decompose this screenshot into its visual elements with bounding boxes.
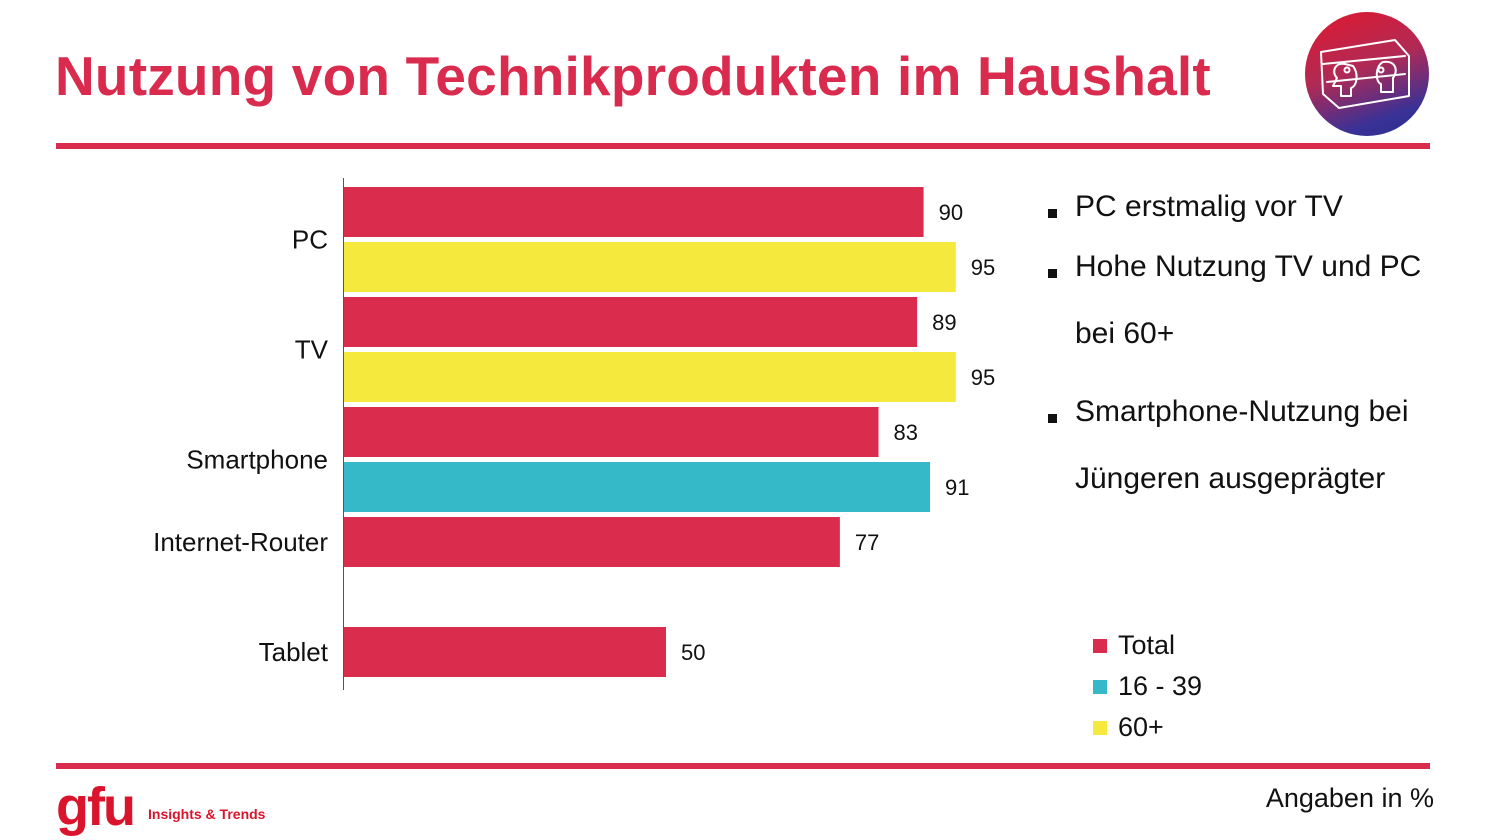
bullet-square-icon [1048, 414, 1057, 423]
legend-swatch-16-39 [1093, 680, 1107, 694]
bar-tablet-total [344, 627, 666, 677]
bars-layer [344, 187, 956, 677]
finding-item: Smartphone-Nutzung bei Jüngeren ausgeprä… [1045, 395, 1485, 496]
value-label-tablet-total: 50 [681, 640, 705, 665]
bar-pc-60 [344, 242, 956, 292]
finding-item: Hohe Nutzung TV und PC bei 60+ [1045, 250, 1485, 395]
category-label-internet-router: Internet-Router [153, 527, 328, 557]
bullet-square-icon [1048, 269, 1057, 278]
category-label-pc: PC [292, 225, 328, 255]
value-label-tv-total: 89 [932, 310, 956, 335]
brand-tagline: Insights & Trends [148, 806, 266, 822]
value-labels: 90 95 89 95 83 91 77 50 [681, 200, 995, 665]
bar-smartphone-total [344, 407, 879, 457]
key-findings: PC erstmalig vor TV Hohe Nutzung TV und … [1045, 190, 1485, 496]
finding-text: bei 60+ [1075, 317, 1175, 350]
finding-item: PC erstmalig vor TV [1045, 190, 1485, 250]
finding-text: PC erstmalig vor TV [1075, 190, 1343, 223]
finding-text: Jüngeren ausgeprägter [1075, 462, 1386, 495]
unit-note: Angaben in % [1265, 783, 1434, 813]
finding-text: Hohe Nutzung TV und PC [1075, 250, 1422, 283]
bar-internet-router-total [344, 517, 840, 567]
value-label-tv-60: 95 [971, 365, 995, 390]
bar-tv-total [344, 297, 918, 347]
gfu-logo: gfu Insights & Trends [56, 776, 265, 838]
bar-tv-60 [344, 352, 956, 402]
category-label-tv: TV [295, 335, 329, 365]
face-to-face-screen-logo-icon [1305, 12, 1429, 136]
bullet-square-icon [1048, 209, 1057, 218]
value-label-pc-60: 95 [971, 255, 995, 280]
legend-item-60-plus: 60+ [1093, 710, 1202, 751]
value-label-smartphone-total: 83 [894, 420, 918, 445]
legend-label: 16 - 39 [1118, 671, 1203, 701]
legend-label: 60+ [1118, 712, 1164, 742]
page-title: Nutzung von Technikprodukten im Haushalt [55, 45, 1211, 107]
header-divider [56, 143, 1430, 149]
category-labels: PC TV Smartphone Internet-Router Tablet [153, 225, 329, 668]
value-label-internet-router-total: 77 [855, 530, 879, 555]
legend-label: Total [1118, 630, 1176, 660]
legend-swatch-total [1093, 639, 1107, 653]
value-label-smartphone-16-39: 91 [945, 475, 969, 500]
category-label-tablet: Tablet [259, 637, 329, 667]
footer-divider [56, 763, 1430, 769]
value-label-pc-total: 90 [939, 200, 963, 225]
legend-swatch-60-plus [1093, 721, 1107, 735]
bar-smartphone-16-39 [344, 462, 931, 512]
legend-item-total: Total [1093, 628, 1202, 669]
finding-text: Smartphone-Nutzung bei [1075, 395, 1409, 428]
bar-chart: PC TV Smartphone Internet-Router Tablet 90 95… [153, 178, 995, 690]
legend-item-16-39: 16 - 39 [1093, 669, 1202, 710]
brand-name: gfu [56, 777, 136, 837]
chart-legend: Total 16 - 39 60+ [1093, 628, 1202, 751]
category-label-smartphone: Smartphone [186, 445, 328, 475]
bar-pc-total [344, 187, 924, 237]
